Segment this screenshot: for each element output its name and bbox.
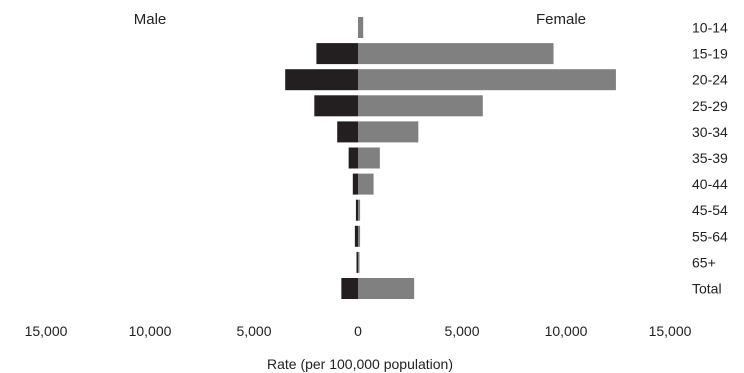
- category-label-15-19: 15-19: [692, 46, 728, 62]
- category-label-35-39: 35-39: [692, 150, 728, 166]
- category-label-65+: 65+: [692, 254, 716, 270]
- x-axis-label: Rate (per 100,000 population): [267, 356, 453, 372]
- female-bar-55-64: [358, 225, 361, 247]
- male-bar-15-19: [316, 43, 358, 65]
- male-bar-25-29: [314, 95, 358, 117]
- male-bar-55-64: [354, 225, 358, 247]
- category-label-10-14: 10-14: [692, 20, 728, 36]
- female-bar-15-19: [358, 43, 554, 65]
- x-tick-label: 5,000: [236, 323, 271, 339]
- male-bar-40-44: [352, 173, 358, 195]
- female-bar-Total: [358, 278, 415, 299]
- female-bar-30-34: [358, 121, 419, 143]
- category-label-25-29: 25-29: [692, 98, 728, 114]
- x-tick-label: 15,000: [25, 323, 68, 339]
- x-tick-label: 15,000: [649, 323, 692, 339]
- male-bar-65+: [356, 251, 358, 273]
- category-label-30-34: 30-34: [692, 124, 728, 140]
- female-bar-40-44: [358, 173, 374, 195]
- category-label-40-44: 40-44: [692, 176, 728, 192]
- female-bar-20-24: [358, 69, 616, 91]
- x-tick-label: 0: [354, 323, 362, 339]
- x-tick-label: 10,000: [545, 323, 588, 339]
- female-label: Female: [536, 11, 586, 28]
- x-tick-label: 10,000: [129, 323, 172, 339]
- category-label-45-54: 45-54: [692, 202, 728, 218]
- category-label-Total: Total: [692, 281, 722, 297]
- female-bar-10-14: [358, 17, 364, 38]
- male-label: Male: [134, 11, 167, 28]
- female-bar-35-39: [358, 147, 380, 169]
- male-bar-45-54: [355, 199, 358, 221]
- x-tick-label: 5,000: [444, 323, 479, 339]
- x-tick-labels: 15,000 10,000 5,000 0 5,000 10,000 15,000: [25, 323, 692, 339]
- category-label-55-64: 55-64: [692, 228, 728, 244]
- female-bar-25-29: [358, 95, 483, 117]
- male-bar-35-39: [348, 147, 358, 169]
- category-labels: 10-14 15-19 20-24 25-29 30-34 35-39 40-44 45-54…: [692, 20, 728, 297]
- bars-group: [285, 17, 616, 299]
- male-bar-Total: [341, 278, 358, 299]
- male-bar-30-34: [337, 121, 358, 143]
- female-bar-45-54: [358, 199, 361, 221]
- category-label-20-24: 20-24: [692, 72, 728, 88]
- male-bar-20-24: [285, 69, 358, 91]
- female-bar-65+: [358, 251, 360, 273]
